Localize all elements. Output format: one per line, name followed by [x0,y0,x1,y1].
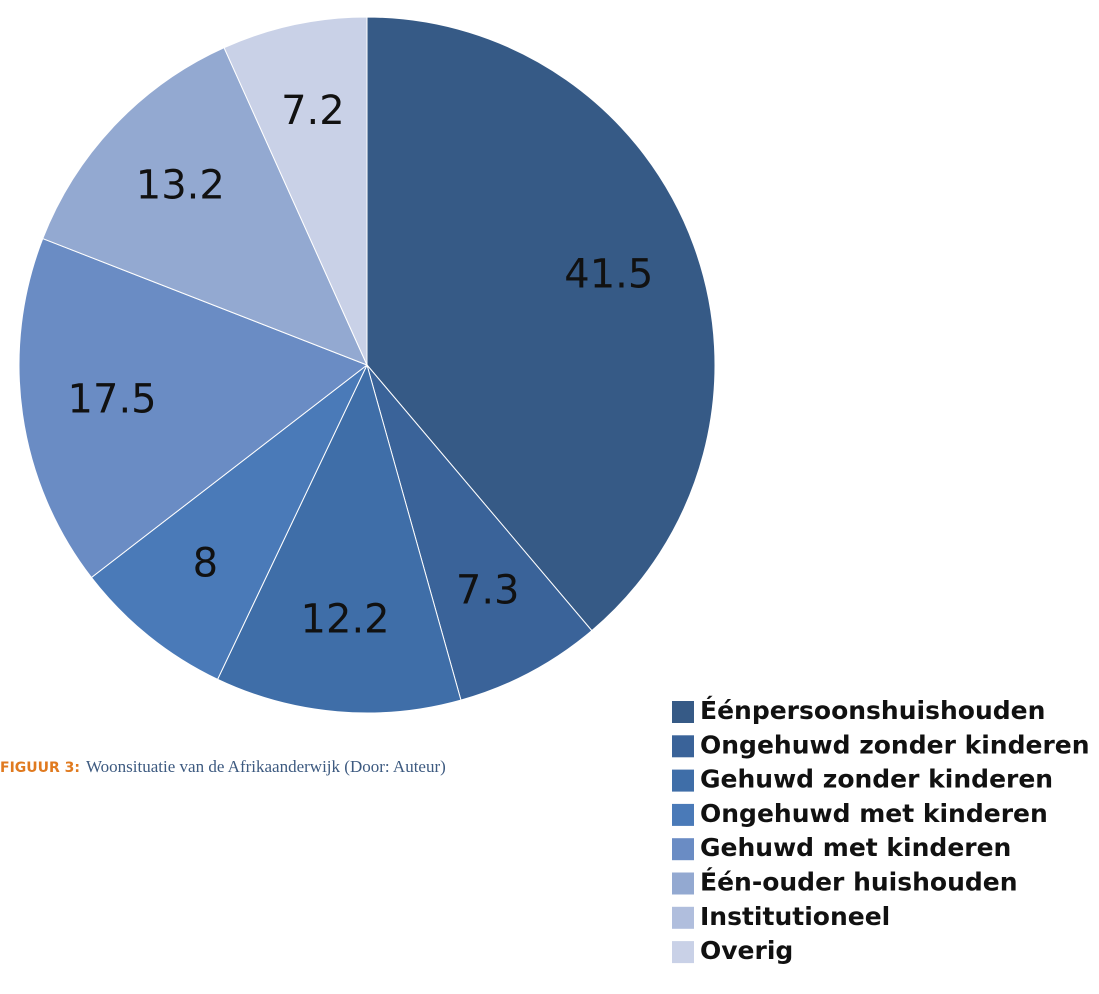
pie-slice [223,16,368,366]
caption-text: Woonsituatie van de Afrikaanderwijk (Doo… [86,757,446,776]
pie-slice [18,237,369,579]
legend-swatch [672,941,694,964]
legend-label: Institutioneel [700,902,890,931]
legend-swatch [672,872,694,895]
legend-swatch [672,803,694,826]
caption-label: FIGUUR 3: [0,760,80,776]
legend-swatch [672,838,694,861]
legend-swatch [672,906,694,929]
data-label: 17.5 [68,377,157,423]
legend-label: Gehuwd met kinderen [700,833,1011,862]
pie-slice [366,364,593,701]
pie-slice [42,47,368,366]
legend-swatch [672,735,694,758]
pie-slice [216,363,462,714]
pie-slice [90,364,368,680]
legend-swatch [672,701,694,723]
data-label: 41.5 [564,251,653,297]
data-label: 12.2 [301,597,390,643]
data-label: 8 [193,540,218,586]
legend-label: Ongehuwd zonder kinderen [700,730,1090,759]
data-label: 7.2 [281,88,345,134]
legend-label: Gehuwd zonder kinderen [700,765,1053,794]
data-label: 13.2 [136,163,225,209]
legend-label: Éénpersoonshuishouden [700,696,1045,725]
legend-label: Overig [700,936,793,965]
caption: FIGUUR 3: Woonsituatie van de Afrikaander… [0,757,446,776]
legend-swatch [672,769,694,792]
legend-label: Één-ouder huishouden [700,868,1018,897]
legend-label: Ongehuwd met kinderen [700,799,1048,828]
pie-slice [366,16,716,632]
data-label: 7.3 [456,567,520,613]
